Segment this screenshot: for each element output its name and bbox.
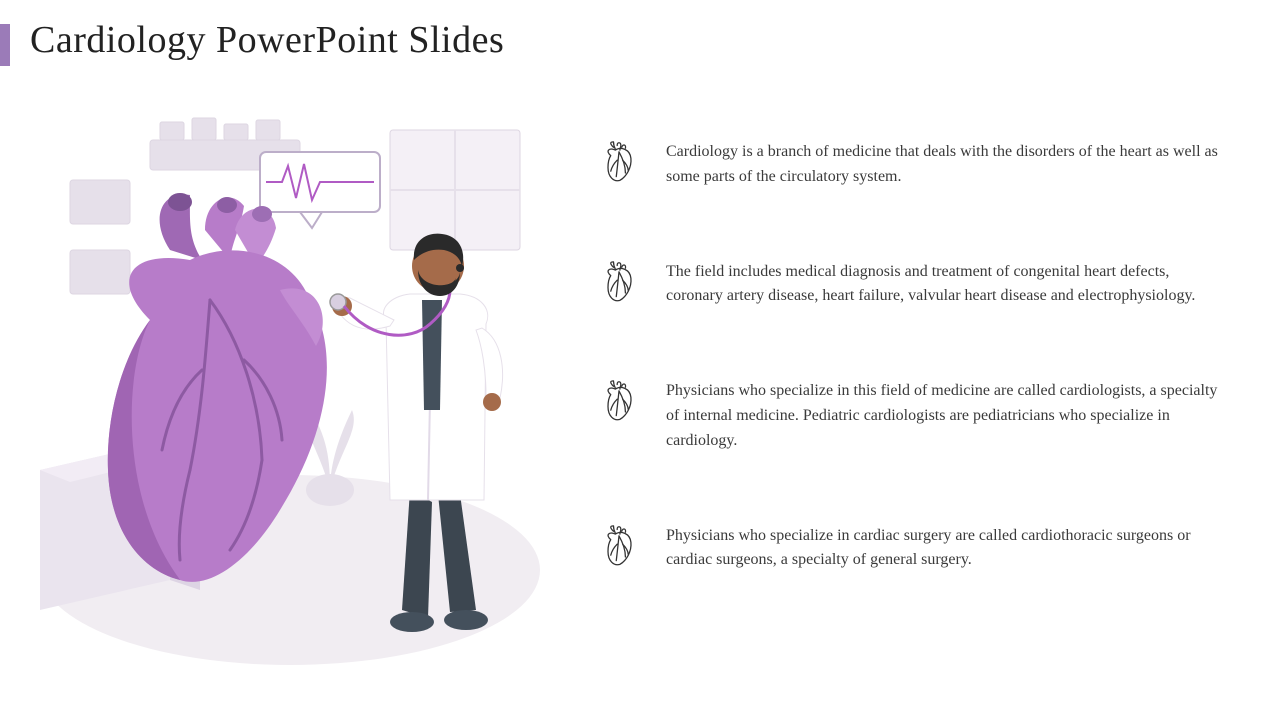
list-item: Physicians who specialize in cardiac sur… [600, 524, 1250, 574]
heart-icon [600, 140, 638, 184]
content-list: Cardiology is a branch of medicine that … [600, 140, 1250, 643]
list-item-text: Physicians who specialize in cardiac sur… [666, 524, 1226, 574]
list-item: Physicians who specialize in this field … [600, 379, 1250, 453]
list-item: Cardiology is a branch of medicine that … [600, 140, 1250, 190]
heart-icon [600, 524, 638, 568]
accent-bar [0, 24, 10, 66]
heart-icon [600, 260, 638, 304]
heart-icon [600, 379, 638, 423]
list-item: The field includes medical diagnosis and… [600, 260, 1250, 310]
cardiology-illustration [30, 110, 570, 670]
list-item-text: The field includes medical diagnosis and… [666, 260, 1226, 310]
page-title: Cardiology PowerPoint Slides [30, 18, 504, 62]
list-item-text: Cardiology is a branch of medicine that … [666, 140, 1226, 190]
list-item-text: Physicians who specialize in this field … [666, 379, 1226, 453]
